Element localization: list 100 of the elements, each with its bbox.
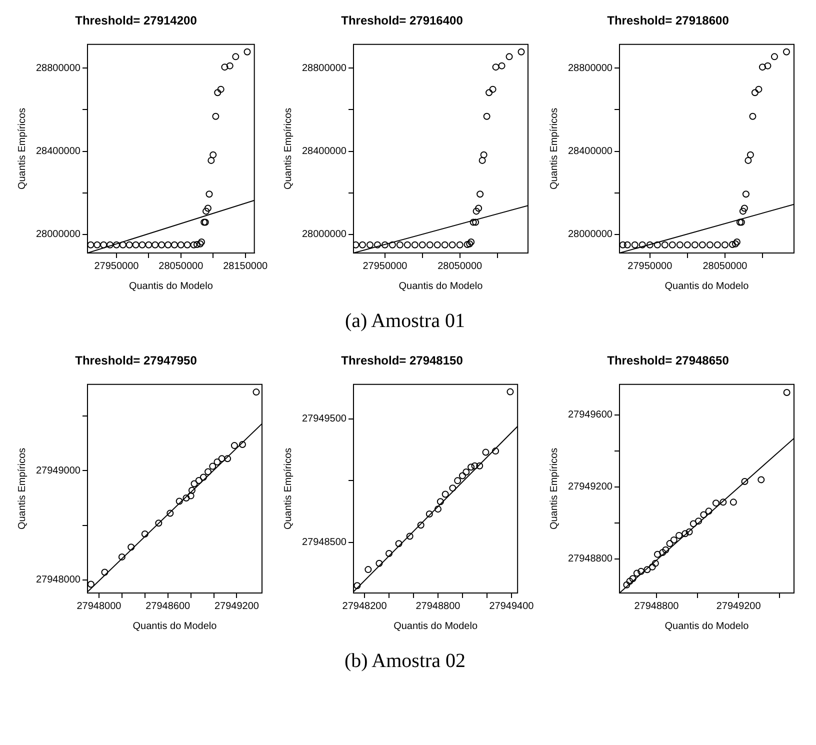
y-axis-title: Quantis Empíricos bbox=[548, 108, 560, 190]
y-tick-label: 27949000 bbox=[36, 465, 81, 476]
point bbox=[506, 388, 514, 396]
point bbox=[758, 476, 765, 484]
point bbox=[721, 241, 728, 248]
point bbox=[764, 62, 772, 70]
point bbox=[626, 578, 634, 585]
y-tick-label: 28000000 bbox=[36, 229, 81, 240]
point bbox=[498, 62, 506, 70]
point bbox=[782, 48, 790, 56]
point bbox=[221, 64, 228, 71]
point bbox=[101, 568, 108, 576]
point bbox=[744, 156, 752, 164]
point bbox=[404, 241, 411, 248]
point bbox=[195, 477, 202, 484]
x-tick-label: 28050000 bbox=[158, 260, 204, 272]
point bbox=[208, 156, 215, 164]
point bbox=[396, 241, 404, 248]
point bbox=[188, 486, 196, 494]
y-axis-title: Quantis Empíricos bbox=[548, 448, 560, 530]
point bbox=[659, 549, 666, 556]
point bbox=[448, 241, 456, 248]
point bbox=[417, 522, 424, 529]
point bbox=[177, 241, 184, 248]
point bbox=[449, 484, 456, 492]
x-tick-label: 28050000 bbox=[702, 260, 748, 272]
point bbox=[119, 241, 126, 248]
x-tick-label: 27950000 bbox=[362, 260, 408, 272]
point bbox=[652, 560, 659, 567]
point bbox=[478, 156, 486, 164]
point bbox=[230, 442, 238, 450]
point bbox=[770, 53, 778, 60]
point bbox=[411, 241, 418, 248]
x-axis-title: Quantis do Modelo bbox=[394, 620, 478, 632]
point bbox=[198, 238, 206, 246]
point bbox=[381, 241, 388, 248]
point bbox=[471, 462, 478, 470]
point bbox=[654, 241, 661, 248]
point bbox=[190, 241, 198, 248]
y-tick-label: 28000000 bbox=[302, 229, 347, 240]
x-tick-label: 27950000 bbox=[94, 260, 140, 272]
point bbox=[353, 241, 360, 248]
y-tick-label: 28400000 bbox=[36, 146, 81, 158]
point bbox=[434, 506, 442, 513]
point bbox=[87, 580, 94, 588]
point bbox=[631, 241, 638, 248]
point bbox=[238, 440, 246, 448]
x-axis-title: Quantis do Modelo bbox=[664, 280, 750, 292]
point bbox=[472, 218, 480, 226]
point bbox=[492, 448, 500, 455]
point bbox=[468, 464, 475, 471]
point bbox=[456, 241, 464, 248]
point bbox=[746, 151, 754, 158]
point bbox=[436, 498, 444, 506]
point bbox=[720, 498, 727, 506]
point bbox=[666, 540, 674, 548]
point bbox=[366, 241, 374, 248]
point bbox=[374, 241, 381, 248]
point bbox=[232, 53, 240, 60]
point bbox=[648, 563, 656, 570]
x-tick-label: 28050000 bbox=[438, 260, 483, 272]
x-tick-label: 27949200 bbox=[716, 600, 762, 612]
point bbox=[624, 241, 631, 248]
point bbox=[226, 62, 234, 70]
point bbox=[695, 518, 702, 525]
y-tick-label: 28800000 bbox=[302, 62, 347, 74]
point bbox=[700, 511, 708, 518]
point bbox=[506, 53, 513, 60]
point bbox=[755, 86, 762, 93]
point bbox=[633, 570, 640, 577]
x-tick-label: 27948800 bbox=[634, 600, 680, 612]
point bbox=[141, 530, 148, 538]
point bbox=[464, 240, 471, 248]
point bbox=[145, 241, 152, 248]
point bbox=[758, 64, 766, 71]
x-tick-label: 27948800 bbox=[416, 600, 461, 612]
point bbox=[94, 241, 101, 248]
x-tick-label: 27948600 bbox=[146, 600, 191, 612]
y-tick-label: 27949600 bbox=[568, 410, 613, 421]
point bbox=[623, 581, 630, 588]
point bbox=[126, 241, 133, 248]
point bbox=[684, 241, 691, 248]
y-tick-label: 27948800 bbox=[568, 554, 613, 565]
text: (a) Amostra 01 bbox=[344, 310, 466, 333]
point bbox=[128, 544, 135, 551]
point bbox=[441, 241, 448, 248]
point bbox=[751, 89, 758, 96]
point bbox=[200, 474, 207, 481]
point bbox=[783, 388, 790, 396]
y-tick-label: 28800000 bbox=[36, 62, 81, 74]
point bbox=[358, 241, 366, 248]
point bbox=[475, 204, 482, 212]
point bbox=[170, 241, 178, 248]
point bbox=[476, 462, 484, 470]
point bbox=[638, 568, 645, 575]
point bbox=[686, 528, 693, 536]
point bbox=[426, 241, 434, 248]
point bbox=[388, 241, 396, 248]
y-tick-label: 28400000 bbox=[568, 146, 613, 158]
point bbox=[480, 151, 488, 158]
